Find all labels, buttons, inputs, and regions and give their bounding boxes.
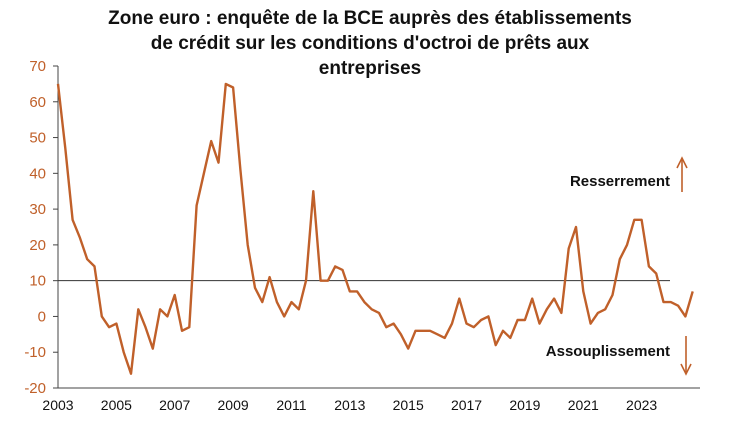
y-tick-label: -10 [24, 344, 46, 361]
y-tick-label: 50 [29, 130, 46, 147]
chart-title-line-2: de crédit sur les conditions d'octroi de… [150, 33, 590, 54]
x-tick-label: 2017 [451, 397, 482, 413]
y-tick-label: 20 [29, 237, 46, 254]
y-tick-label: 30 [29, 201, 46, 218]
chart-title-line-3: entreprises [318, 58, 422, 79]
chart-title-line-1: Zone euro : enquête de la BCE auprès des… [108, 8, 632, 29]
x-tick-label: 2009 [218, 397, 249, 413]
y-tick-label: 60 [29, 94, 46, 111]
annotation-resserrement: Resserrement [570, 173, 670, 190]
x-axis: 2003 2005 2007 2009 2011 2013 2015 2017 2019 2021… [42, 387, 700, 413]
x-tick-label: 2011 [276, 397, 306, 413]
x-tick-label: 2021 [568, 397, 599, 413]
y-tick-label: 10 [29, 273, 46, 290]
arrow-up-head [676, 156, 688, 169]
y-tick-label: 0 [38, 308, 46, 325]
chart-title: Zone euro : enquête de la BCE auprès des… [60, 6, 680, 81]
annotation-assouplissement: Assouplissement [546, 343, 670, 360]
x-tick-label: 2019 [509, 397, 540, 413]
series-line [56, 82, 694, 375]
x-tick-label: 2007 [159, 397, 190, 413]
x-tick-label: 2015 [393, 397, 424, 413]
annotations: Resserrement Assouplissement [546, 156, 692, 376]
series-group [56, 82, 694, 375]
arrow-down-head [680, 363, 692, 376]
x-tick-label: 2023 [626, 397, 657, 413]
y-tick-label: 40 [29, 165, 46, 182]
x-tick-label: 2003 [42, 397, 73, 413]
y-tick-label: 70 [29, 58, 46, 75]
y-tick-label: -20 [24, 380, 46, 397]
arrow-down-icon [680, 336, 692, 376]
y-axis: -20 -10 0 10 20 30 40 50 60 70 [24, 58, 59, 397]
arrow-up-icon [676, 156, 688, 192]
x-tick-label: 2005 [101, 397, 132, 413]
x-tick-label: 2013 [334, 397, 365, 413]
